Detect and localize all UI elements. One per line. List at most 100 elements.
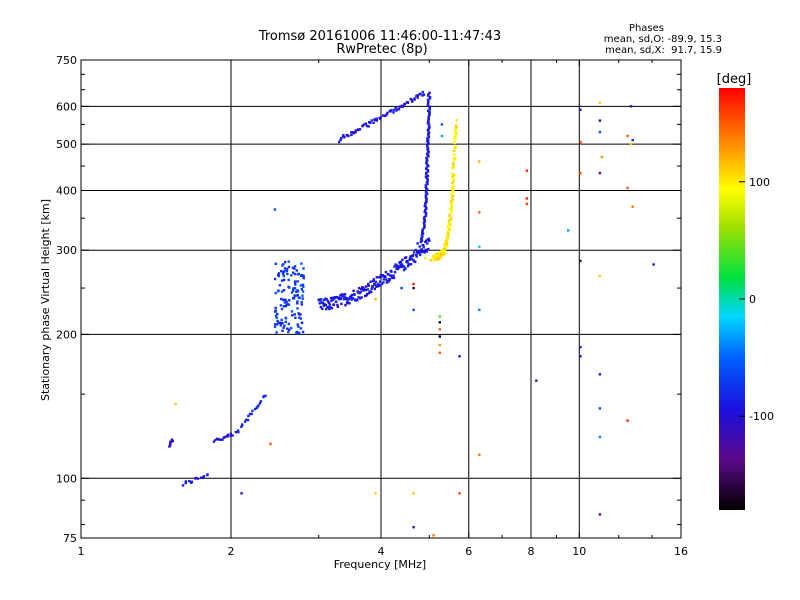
- trace-point: [427, 141, 430, 144]
- y-tick-label: 600: [56, 100, 77, 113]
- trace-point: [432, 254, 435, 258]
- trace-point: [428, 105, 431, 108]
- scatter-point: [579, 108, 582, 111]
- trace-point: [423, 204, 426, 208]
- trace-point: [404, 267, 407, 270]
- trace-point: [450, 207, 453, 211]
- trace-point: [452, 190, 455, 194]
- scatter-point: [598, 513, 602, 516]
- trace-point: [426, 177, 429, 180]
- scatter-point: [598, 130, 602, 134]
- trace-point: [428, 126, 431, 129]
- trace-point: [274, 306, 277, 310]
- trace-point: [296, 323, 299, 326]
- scatter-point: [458, 492, 461, 495]
- trace-point: [371, 285, 374, 288]
- trace-point: [397, 108, 401, 111]
- trace-point: [421, 229, 424, 233]
- trace-point: [406, 264, 410, 268]
- trace-point: [392, 111, 395, 114]
- scatter-point: [631, 138, 634, 142]
- trace-point: [410, 98, 413, 102]
- grid-lines: [81, 60, 681, 538]
- scatter-point: [438, 321, 441, 324]
- trace-point: [350, 131, 353, 134]
- trace-point: [423, 216, 426, 219]
- x-tick-label: 1: [78, 545, 85, 558]
- scatter-point: [374, 297, 377, 301]
- trace-point: [384, 270, 388, 274]
- trace-point: [280, 307, 284, 311]
- trace-point: [287, 285, 290, 288]
- trace-point: [426, 180, 429, 183]
- trace-point: [295, 290, 298, 293]
- trace-point: [296, 290, 300, 293]
- trace-point: [452, 178, 456, 181]
- trace-point: [448, 228, 451, 231]
- trace-point: [424, 193, 428, 197]
- trace-point: [425, 181, 428, 184]
- trace-point: [324, 303, 327, 307]
- trace-point: [451, 200, 454, 203]
- trace-point: [427, 101, 430, 104]
- trace-point: [424, 203, 427, 206]
- trace-point: [384, 114, 387, 118]
- trace-point: [446, 232, 450, 236]
- trace-point: [421, 232, 425, 235]
- trace-point: [279, 324, 282, 327]
- trace-point: [412, 251, 416, 254]
- scatter-point: [598, 119, 602, 122]
- trace-point: [225, 435, 228, 438]
- trace-point: [427, 118, 431, 121]
- trace-point: [445, 241, 449, 244]
- trace-point: [427, 94, 430, 97]
- trace-point: [398, 261, 401, 264]
- trace-point: [385, 278, 388, 281]
- trace-point: [226, 435, 230, 438]
- trace-point: [399, 263, 402, 266]
- trace-point: [411, 100, 414, 103]
- trace-point: [426, 159, 429, 162]
- trace-point: [274, 314, 278, 317]
- trace-point: [425, 171, 428, 175]
- trace-point: [284, 298, 287, 302]
- trace-point: [286, 272, 289, 276]
- trace-point: [278, 321, 281, 324]
- trace-point: [407, 263, 411, 266]
- trace-point: [427, 133, 430, 136]
- trace-point: [372, 278, 375, 281]
- trace-point: [421, 231, 424, 234]
- trace-point: [451, 167, 454, 170]
- trace-point: [448, 223, 451, 226]
- trace-point: [444, 241, 447, 244]
- trace-point: [302, 285, 305, 288]
- trace-point: [290, 291, 294, 294]
- trace-point: [427, 130, 430, 133]
- trace-point: [346, 299, 349, 303]
- trace-point: [212, 440, 216, 443]
- trace-point: [426, 169, 429, 172]
- trace-point: [425, 156, 428, 159]
- trace-point: [421, 90, 424, 94]
- trace-point: [287, 278, 290, 282]
- trace-point: [329, 297, 333, 300]
- trace-point: [424, 184, 427, 187]
- trace-point: [427, 115, 430, 118]
- trace-point: [370, 290, 373, 294]
- trace-point: [403, 102, 407, 105]
- trace-point: [328, 307, 331, 311]
- data-points: [168, 90, 655, 537]
- trace-point: [453, 157, 457, 160]
- trace-point: [344, 304, 347, 307]
- trace-point: [401, 105, 404, 109]
- trace-point: [354, 129, 357, 132]
- axis-ticks: 1 2 4 6 8 10 16 75 100 200 300 400 500 600 750: [56, 54, 688, 558]
- trace-point: [284, 304, 287, 308]
- x-tick-label: 6: [465, 545, 472, 558]
- trace-point: [427, 247, 430, 251]
- scatter-point: [567, 229, 570, 232]
- trace-point: [288, 328, 291, 331]
- trace-point: [181, 484, 185, 487]
- trace-point: [451, 187, 455, 190]
- trace-point: [453, 138, 457, 141]
